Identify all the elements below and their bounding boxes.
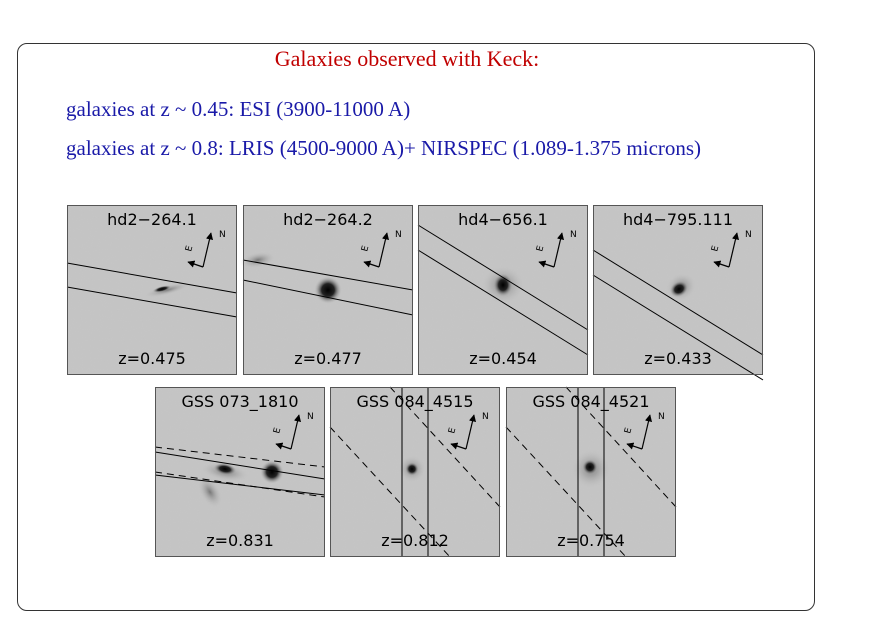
slit-dashed: [329, 426, 451, 558]
compass-n: [290, 414, 302, 450]
slit: [154, 474, 326, 496]
panel-redshift: z=0.477: [294, 349, 362, 368]
compass-label: N: [745, 230, 752, 240]
panel-name: hd4−795.111: [623, 210, 733, 229]
compass-e: [713, 260, 730, 268]
panel-border: [243, 205, 413, 375]
galaxy: [405, 462, 419, 476]
image-panel: E N GSS 073_1810 z=0.831: [154, 387, 326, 557]
slit: [66, 262, 238, 294]
slit-dashed: [565, 386, 677, 508]
galaxy: [582, 459, 598, 475]
panel-border: [506, 387, 676, 557]
compass-n: [553, 232, 565, 268]
image-panel: E N GSS 084_4521 z=0.754: [505, 386, 677, 558]
compass-label: E: [360, 244, 371, 252]
compass-e: [450, 442, 467, 450]
slit: [417, 224, 589, 331]
slit: [417, 249, 589, 356]
compass-e: [275, 442, 292, 450]
compass-label: N: [219, 230, 226, 240]
compass-e: [538, 260, 555, 268]
panel-border: [593, 205, 763, 375]
panel-name: hd2−264.1: [107, 210, 197, 229]
compass-label: N: [482, 412, 489, 422]
panel-border: [418, 205, 588, 375]
galaxy: [213, 462, 237, 476]
galaxy: [669, 280, 689, 298]
slit: [242, 279, 414, 316]
compass-label: E: [447, 426, 458, 434]
slit-dashed: [389, 386, 501, 508]
panel-redshift: z=0.812: [381, 531, 449, 550]
image-panel: E N GSS 084_4515 z=0.812: [329, 386, 501, 558]
compass-label: N: [307, 412, 314, 422]
panel-redshift: z=0.831: [206, 531, 274, 550]
compass-label: E: [535, 244, 546, 252]
compass-n: [378, 232, 390, 268]
text-line: galaxies at z ~ 0.45: ESI (3900-11000 A): [66, 97, 411, 121]
galaxy: [197, 475, 223, 509]
text-line: galaxies at z ~ 0.8: LRIS (4500-9000 A)+…: [66, 136, 702, 160]
compass-label: E: [710, 244, 721, 252]
slit: [66, 286, 238, 318]
panel-name: hd2−264.2: [283, 210, 373, 229]
panel-border: [330, 387, 500, 557]
compass-e: [363, 260, 380, 268]
slide-frame: [17, 43, 815, 611]
panel-name: GSS 084_4521: [532, 392, 649, 412]
compass-label: N: [570, 230, 577, 240]
compass-label: N: [395, 230, 402, 240]
panel-redshift: z=0.475: [118, 349, 186, 368]
compass-e: [187, 260, 204, 268]
panel-redshift: z=0.454: [469, 349, 537, 368]
slide-title: Galaxies observed with Keck:: [274, 46, 540, 71]
panel-name: GSS 073_1810: [181, 392, 298, 412]
galaxy: [260, 460, 284, 484]
slit-dashed: [505, 426, 627, 558]
compass-label: E: [272, 426, 283, 434]
compass-label: E: [184, 244, 195, 252]
slit: [592, 249, 764, 356]
panel-border: [155, 387, 325, 557]
slit: [242, 259, 414, 291]
galaxy: [314, 276, 342, 304]
slit: [154, 451, 326, 480]
panel-name: hd4−656.1: [458, 210, 548, 229]
galaxy: [493, 273, 513, 297]
panel-name: GSS 084_4515: [356, 392, 473, 412]
compass-label: E: [623, 426, 634, 434]
compass-n: [465, 414, 477, 450]
compass-e: [626, 442, 643, 450]
compass-label: N: [658, 412, 665, 422]
panel-redshift: z=0.433: [644, 349, 712, 368]
compass-n: [641, 414, 653, 450]
galaxy: [152, 285, 172, 293]
panel-redshift: z=0.754: [557, 531, 625, 550]
compass-n: [202, 232, 214, 268]
slit: [592, 274, 764, 381]
slit-dashed: [154, 446, 326, 468]
panel-border: [67, 205, 237, 375]
compass-n: [728, 232, 740, 268]
